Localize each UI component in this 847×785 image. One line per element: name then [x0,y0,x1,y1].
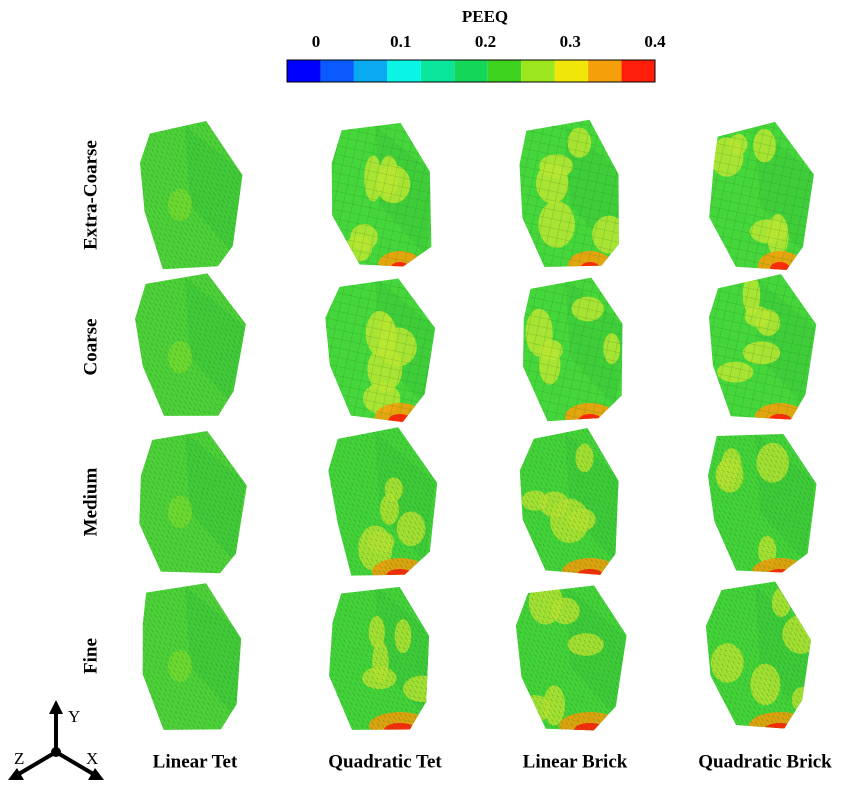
specimen [519,119,619,267]
mesh [331,122,432,267]
mesh [707,433,817,573]
colorbar-tick-label: 0.3 [560,32,581,51]
specimen [523,277,623,422]
arrow-head [88,768,104,780]
row-label: Medium [80,468,101,537]
mesh [515,585,627,731]
colorbar-swatch [521,60,555,82]
colorbar-frame [286,59,656,83]
mesh [329,586,430,730]
triad-z-label: Z [14,749,24,768]
arrow-head [49,700,63,714]
row-label: Fine [80,638,101,674]
colorbar-tick-label: 0.2 [475,32,496,51]
mesh [139,120,243,270]
row-label: Extra-Coarse [80,140,101,250]
x-axis-arrow [54,750,97,777]
colorbar-swatch [387,60,421,82]
mesh [705,581,811,729]
specimen [709,121,814,270]
colorbar-tick-label: 0.1 [390,32,411,51]
colorbar-swatch [621,60,655,82]
colorbar-tick-label: 0 [312,32,321,51]
specimen [707,433,817,573]
specimen [331,122,432,267]
mesh [709,121,814,270]
mesh [519,119,619,267]
specimen [139,431,247,574]
axis-triad [8,700,104,780]
mesh [519,427,619,575]
mesh [328,427,438,576]
row-label: Coarse [80,319,101,376]
mesh [325,278,436,423]
mesh [135,273,246,416]
specimen [328,427,438,576]
colorbar-tick-label: 0.4 [644,32,666,51]
colorbar-swatch [487,60,522,82]
colorbar-swatch [454,60,488,82]
triad-y-label: Y [68,707,80,726]
column-label: Quadratic Brick [698,751,832,772]
colorbar-swatch [353,60,388,82]
triad-x-label: X [86,749,98,768]
column-label: Linear Brick [523,751,628,772]
column-label: Quadratic Tet [328,751,442,772]
specimen [135,273,246,416]
specimen [705,581,811,729]
colorbar-swatch [588,60,622,82]
mesh [523,277,623,422]
colorbar-swatch [320,60,354,82]
colorbar-swatch [420,60,455,82]
mesh [142,583,242,730]
z-axis-arrow [15,750,58,777]
specimen [325,278,436,423]
specimen [519,427,619,575]
colorbar-swatch [287,60,321,82]
mesh [709,274,817,420]
arrow-head [8,768,24,780]
specimen [142,583,242,730]
specimen [139,120,243,270]
origin [51,747,61,757]
colorbar-swatch [554,60,589,82]
mesh [139,431,247,574]
specimen [329,586,430,730]
specimen [515,585,627,731]
colorbar-title: PEEQ [462,7,508,26]
specimen [709,274,817,420]
column-label: Linear Tet [153,751,238,772]
